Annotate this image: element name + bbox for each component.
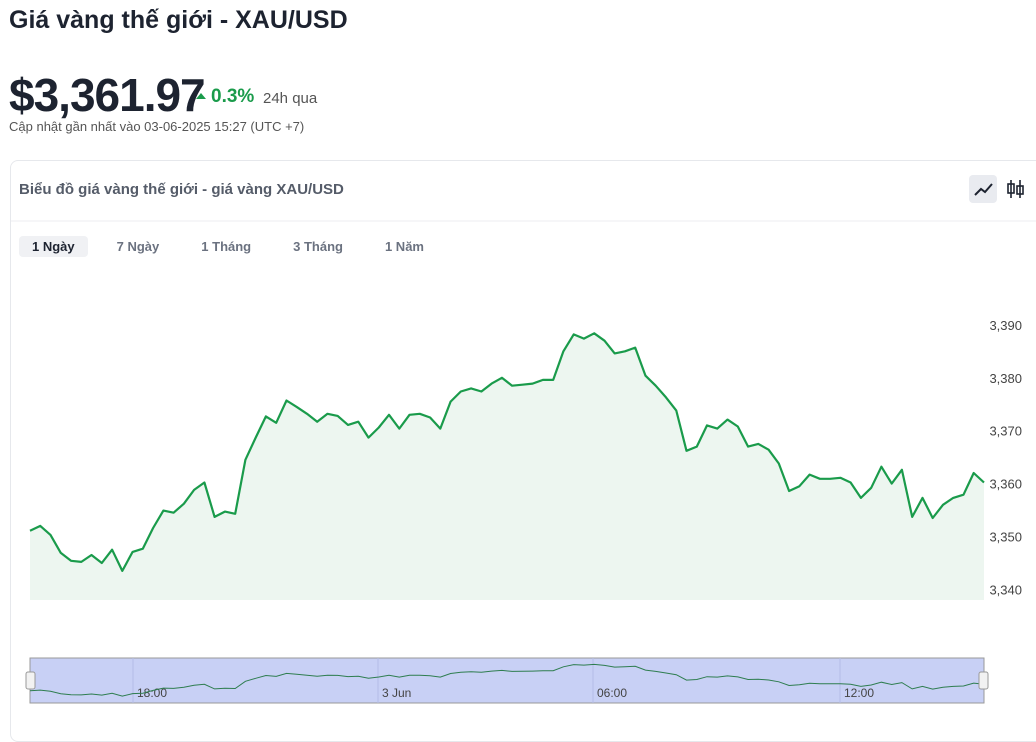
line-icon	[974, 183, 993, 196]
y-tick-label: 3,380	[989, 371, 1022, 386]
tab[interactable]: 7 Ngày	[116, 239, 160, 254]
y-tick-label: 3,340	[989, 582, 1022, 597]
tabs: 1 Ngày 7 Ngày 1 Tháng 3 Tháng 1 Năm	[19, 236, 453, 257]
updated: Cập nhật gần nhất vào 03-06-2025 15:27 (…	[9, 119, 305, 134]
navigator-handle[interactable]	[25, 671, 36, 690]
line-chart-button[interactable]	[969, 175, 997, 203]
y-tick-label: 3,350	[989, 530, 1022, 545]
period: 24h qua	[263, 90, 318, 107]
navigator-label: 18:00	[137, 686, 167, 700]
price: $3,361.97	[9, 69, 206, 121]
tab[interactable]: 1 Tháng	[201, 239, 252, 254]
navigator-line	[29, 663, 985, 697]
navigator-label: 3 Jun	[382, 686, 411, 700]
navigator-label: 06:00	[597, 686, 627, 700]
page-title: Giá vàng thế giới - XAU/USD	[9, 6, 348, 34]
navigator-label: 12:00	[844, 686, 874, 700]
chart: 3,340 3,350 3,360 3,370 3,380 3,390 18:00 3 Jun…	[11, 175, 1036, 704]
tab[interactable]: 3 Tháng	[293, 239, 343, 254]
navigator-handle[interactable]	[978, 671, 989, 690]
candle-button[interactable]	[1007, 180, 1024, 198]
y-tick-label: 3,360	[989, 477, 1022, 492]
page: Giá vàng thế giới - XAU/USD $3,361.97 0.…	[0, 0, 1036, 720]
change: 0.3%	[196, 86, 254, 108]
chart-title: Biểu đồ giá vàng thế giới - giá vàng XAU…	[19, 181, 344, 198]
tab[interactable]: 1 Năm	[384, 239, 424, 254]
price-line	[29, 332, 985, 572]
navigator	[29, 657, 985, 704]
y-tick-label: 3,370	[989, 424, 1022, 439]
tab[interactable]: 1 Ngày	[19, 236, 88, 257]
area	[30, 333, 984, 600]
y-tick-label: 3,390	[989, 318, 1022, 333]
